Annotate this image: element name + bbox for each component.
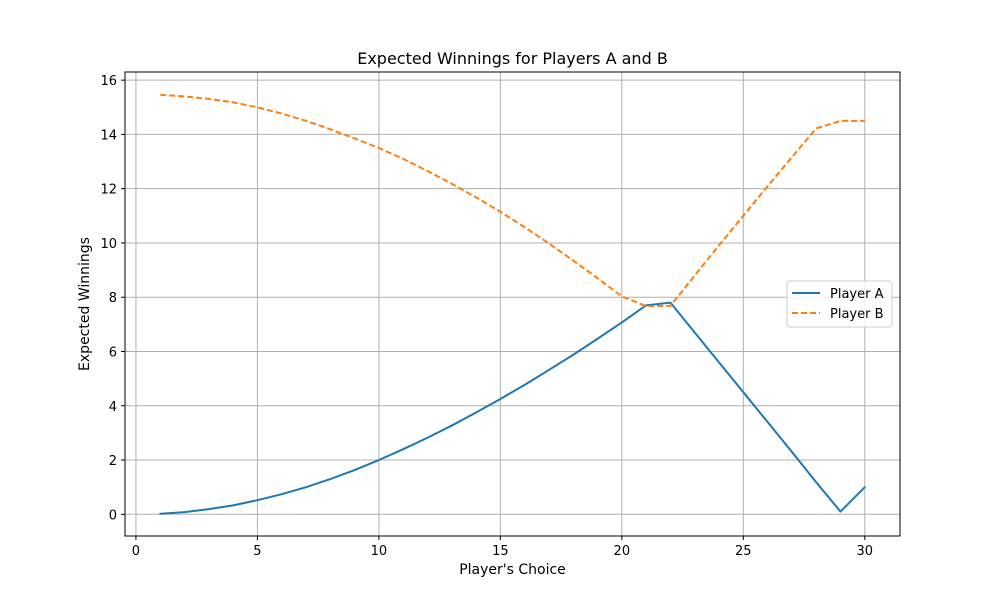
y-tick-label: 14 [100, 128, 117, 143]
y-tick-label: 16 [100, 74, 117, 89]
x-axis-label: Player's Choice [459, 562, 566, 578]
series-line-player-b [160, 93, 865, 308]
x-tick-label: 0 [132, 544, 140, 559]
y-tick-label: 12 [100, 183, 117, 198]
y-tick-label: 4 [109, 400, 117, 415]
plot-area-frame [124, 71, 901, 537]
y-tick-label: 6 [109, 345, 117, 360]
x-tick-label: 15 [492, 544, 509, 559]
y-tick-label: 2 [109, 454, 117, 469]
legend-label: Player A [830, 287, 884, 302]
chart-title: Expected Winnings for Players A and B [357, 49, 668, 68]
x-tick-label: 25 [735, 544, 752, 559]
y-tick-label: 10 [100, 237, 117, 252]
axis-ticks: 0 5 10 15 20 25 30 0 2 4 6 8 10 12 14 16 [100, 74, 873, 559]
legend-label: Player B [830, 307, 884, 322]
series-line-player-a [159, 301, 866, 515]
x-tick-label: 30 [856, 544, 873, 559]
y-tick-label: 8 [109, 291, 117, 306]
series-lines [159, 93, 866, 515]
x-tick-label: 5 [253, 544, 261, 559]
x-tick-label: 20 [614, 544, 631, 559]
legend: Player A Player B [786, 280, 893, 328]
y-axis-label: Expected Winnings [77, 237, 93, 371]
y-tick-label: 0 [109, 508, 117, 523]
x-tick-label: 10 [371, 544, 388, 559]
grid-lines [125, 72, 900, 536]
